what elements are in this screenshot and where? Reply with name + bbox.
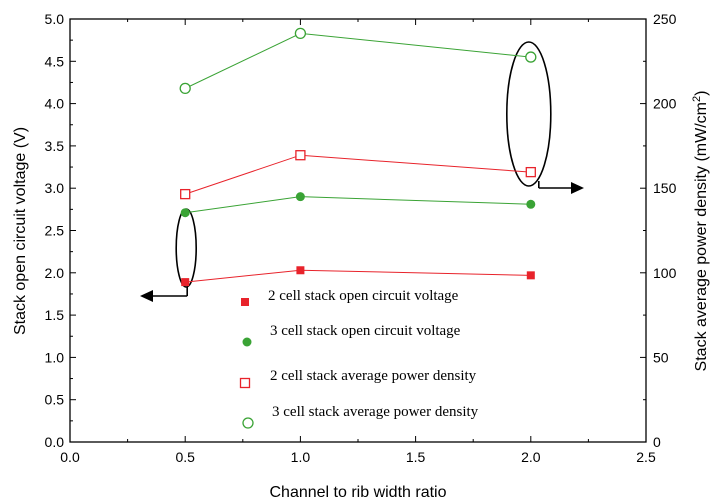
data-point xyxy=(179,82,191,95)
y-left-tick-label: 2.0 xyxy=(45,265,65,281)
annotations xyxy=(140,41,584,302)
y-left-tick-label: 4.5 xyxy=(45,53,65,69)
legend-label: 3 cell stack open circuit voltage xyxy=(270,323,461,339)
y-axis-right-title-suffix: ) xyxy=(693,91,710,96)
legend-label: 3 cell stack average power density xyxy=(272,404,479,420)
legend-marker xyxy=(239,377,251,389)
x-axis-title: Channel to rib width ratio xyxy=(270,484,447,501)
y-right-tick-label: 250 xyxy=(653,11,677,27)
y-axis-right-title-superscript: 2 xyxy=(691,96,703,102)
data-point xyxy=(296,266,305,275)
x-tick-label: 2.0 xyxy=(521,449,541,465)
data-point xyxy=(295,192,305,202)
data-point xyxy=(525,51,537,63)
legend-label: 2 cell stack open circuit voltage xyxy=(268,288,459,304)
right-axis-ellipse xyxy=(505,41,552,187)
legend-item-4: 3 cell stack average power density xyxy=(242,404,479,429)
right-arrowhead xyxy=(571,182,584,194)
data-point xyxy=(295,150,306,161)
y-right-tick-label: 50 xyxy=(653,349,669,365)
y-right-tick-label: 150 xyxy=(653,180,677,196)
series-1 xyxy=(181,266,535,287)
x-tick-label: 1.5 xyxy=(406,449,426,465)
series-line xyxy=(185,269,531,283)
y-left-tick-label: 4.0 xyxy=(45,96,65,112)
y-axis-right-title: Stack average power density (mW/cm2) xyxy=(691,91,710,372)
legend: 2 cell stack open circuit voltage 3 cell … xyxy=(239,288,479,429)
y-axis-right-title-main: Stack average power density (mW/cm xyxy=(693,102,710,371)
series-line xyxy=(184,32,531,89)
series-2 xyxy=(180,192,536,218)
left-axis-ellipse xyxy=(175,208,197,288)
y-left-tick-label: 2.5 xyxy=(45,223,65,239)
y-left-tick-label: 3.5 xyxy=(45,138,65,154)
legend-label: 2 cell stack average power density xyxy=(270,368,477,384)
y-left-tick-label: 1.0 xyxy=(45,349,65,365)
legend-item-3: 2 cell stack average power density xyxy=(239,368,477,389)
series-line xyxy=(185,196,531,214)
data-point xyxy=(294,27,307,40)
y-right-tick-label: 100 xyxy=(653,265,677,281)
series-3 xyxy=(180,150,536,200)
series-line xyxy=(185,154,531,195)
y-left-tick-label: 1.5 xyxy=(45,307,65,323)
legend-marker xyxy=(242,337,252,347)
x-tick-label: 0.5 xyxy=(175,449,195,465)
x-tick-label: 0.0 xyxy=(60,449,80,465)
data-point xyxy=(526,199,536,209)
series-layer xyxy=(179,27,537,287)
legend-marker xyxy=(241,298,249,306)
y-left-tick-label: 0.5 xyxy=(45,392,65,408)
y-left-tick-label: 5.0 xyxy=(45,11,65,27)
legend-item-2: 3 cell stack open circuit voltage xyxy=(242,323,461,347)
left-arrowhead xyxy=(140,290,153,302)
data-point xyxy=(526,271,535,280)
y-right-tick-label: 200 xyxy=(653,96,677,112)
y-left-tick-label: 0.0 xyxy=(45,434,65,450)
x-tick-label: 2.5 xyxy=(636,449,656,465)
legend-item-1: 2 cell stack open circuit voltage xyxy=(241,288,459,306)
axes: 0.0 0.5 1.0 1.5 2.0 2.5 0.0 0.5 1.0 1.5 2.0 2.5 3.0 3… xyxy=(45,11,677,465)
data-point xyxy=(181,278,190,287)
x-tick-label: 1.0 xyxy=(291,449,311,465)
data-point xyxy=(180,208,190,218)
y-left-tick-label: 3.0 xyxy=(45,180,65,196)
series-4 xyxy=(179,27,537,95)
legend-marker xyxy=(242,417,254,429)
y-right-tick-label: 0 xyxy=(653,434,661,450)
y-axis-left-title: Stack open circuit voltage (V) xyxy=(12,127,29,335)
data-point xyxy=(525,166,536,178)
data-point xyxy=(180,188,191,200)
